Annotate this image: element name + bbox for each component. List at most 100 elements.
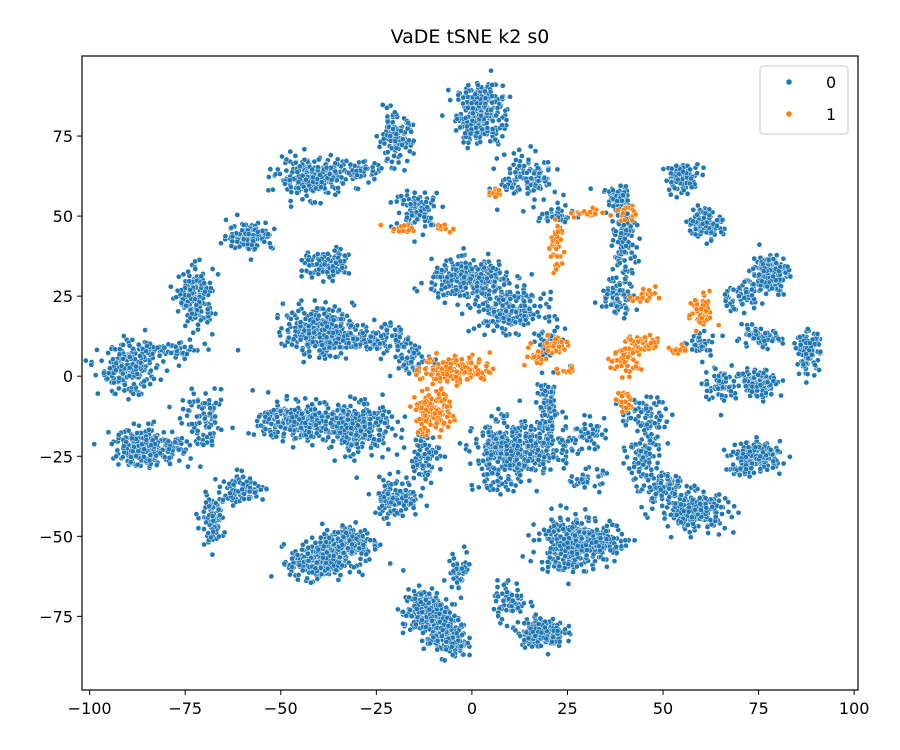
data-point-series-0 xyxy=(298,267,305,274)
data-point-series-0 xyxy=(378,356,384,362)
data-point-series-0 xyxy=(371,160,378,167)
data-point-series-0 xyxy=(469,110,476,117)
data-point-series-0 xyxy=(447,97,454,103)
data-point-series-0 xyxy=(362,527,368,534)
data-point-series-0 xyxy=(331,247,338,254)
data-point-series-0 xyxy=(116,346,123,353)
data-point-series-0 xyxy=(425,455,431,462)
data-point-series-0 xyxy=(441,577,448,584)
data-point-series-0 xyxy=(403,612,410,619)
data-point-series-0 xyxy=(296,301,302,307)
data-point-series-0 xyxy=(395,365,402,372)
data-point-series-0 xyxy=(366,408,372,415)
data-point-series-0 xyxy=(290,336,297,343)
data-point-series-0 xyxy=(537,303,544,310)
data-point-series-0 xyxy=(120,355,127,362)
data-point-series-0 xyxy=(389,158,395,165)
data-point-series-0 xyxy=(384,327,390,334)
data-point-series-0 xyxy=(399,512,406,519)
data-point-series-0 xyxy=(292,153,299,159)
data-point-series-0 xyxy=(373,330,379,337)
data-point-series-0 xyxy=(514,273,521,280)
data-point-series-0 xyxy=(125,427,132,434)
data-point-series-0 xyxy=(506,280,513,287)
data-point-series-0 xyxy=(361,423,368,430)
data-point-series-0 xyxy=(433,449,439,456)
data-point-series-0 xyxy=(417,437,424,444)
data-point-series-0 xyxy=(362,432,368,439)
data-point-series-0 xyxy=(299,172,306,179)
data-point-series-0 xyxy=(201,415,208,422)
data-point-series-0 xyxy=(521,298,528,305)
data-point-series-0 xyxy=(292,435,299,442)
data-point-series-0 xyxy=(448,584,455,590)
data-point-series-0 xyxy=(270,407,277,413)
data-point-series-0 xyxy=(392,354,399,360)
data-point-series-0 xyxy=(126,354,133,360)
data-point-series-0 xyxy=(450,575,457,582)
data-point-series-0 xyxy=(209,513,216,519)
data-point-series-0 xyxy=(554,316,560,323)
data-point-series-0 xyxy=(443,638,450,645)
data-point-series-0 xyxy=(381,140,388,147)
data-point-series-0 xyxy=(94,347,100,353)
data-point-series-0 xyxy=(279,438,286,445)
data-point-series-0 xyxy=(317,534,324,541)
data-point-series-0 xyxy=(105,429,112,436)
data-point-series-0 xyxy=(187,336,193,343)
data-point-series-0 xyxy=(393,145,400,152)
data-point-series-0 xyxy=(477,139,484,145)
data-point-series-0 xyxy=(462,284,469,291)
data-point-series-0 xyxy=(362,165,369,172)
data-point-series-0 xyxy=(392,480,399,487)
data-point-series-0 xyxy=(496,261,503,268)
data-point-series-0 xyxy=(556,638,563,645)
data-point-series-0 xyxy=(268,573,275,580)
data-point-series-0 xyxy=(164,367,170,374)
data-point-series-0 xyxy=(504,589,510,595)
data-point-series-0 xyxy=(514,283,520,290)
data-point-series-0 xyxy=(429,617,435,624)
data-point-series-0 xyxy=(415,442,422,449)
data-point-series-0 xyxy=(218,240,224,247)
data-point-series-0 xyxy=(148,367,154,374)
data-point-series-0 xyxy=(426,606,433,613)
data-point-series-0 xyxy=(295,179,302,186)
data-point-series-0 xyxy=(313,396,319,403)
data-point-series-0 xyxy=(331,429,338,436)
data-point-series-0 xyxy=(394,451,400,458)
data-point-series-0 xyxy=(402,413,408,420)
data-point-series-0 xyxy=(301,146,308,153)
data-point-series-0 xyxy=(376,490,382,497)
data-point-series-0 xyxy=(265,231,271,238)
data-point-series-0 xyxy=(416,471,423,478)
data-point-series-0 xyxy=(207,431,214,437)
data-point-series-0 xyxy=(400,620,406,627)
data-point-series-0 xyxy=(365,179,372,186)
data-point-series-0 xyxy=(434,590,440,597)
data-point-series-0 xyxy=(314,576,321,582)
data-point-series-0 xyxy=(413,437,419,443)
data-point-series-0 xyxy=(339,541,346,548)
data-point-series-0 xyxy=(340,407,347,414)
data-point-series-0 xyxy=(503,269,510,276)
data-point-series-0 xyxy=(187,315,194,321)
data-point-series-0 xyxy=(240,236,247,243)
data-point-series-0 xyxy=(467,305,474,311)
data-point-series-0 xyxy=(442,284,449,291)
data-point-series-0 xyxy=(401,444,407,451)
data-point-series-0 xyxy=(531,303,538,309)
data-point-series-0 xyxy=(489,318,496,325)
data-point-series-0 xyxy=(400,343,407,350)
data-point-series-0 xyxy=(156,352,163,359)
data-point-series-0 xyxy=(443,596,449,603)
data-point-series-0 xyxy=(413,621,419,628)
data-point-series-0 xyxy=(499,302,506,309)
data-point-series-0 xyxy=(446,609,453,616)
data-point-series-0 xyxy=(354,172,360,179)
data-point-series-0 xyxy=(367,421,373,427)
data-point-series-0 xyxy=(391,153,397,159)
data-point-series-0 xyxy=(434,637,441,644)
data-point-series-0 xyxy=(429,585,435,592)
